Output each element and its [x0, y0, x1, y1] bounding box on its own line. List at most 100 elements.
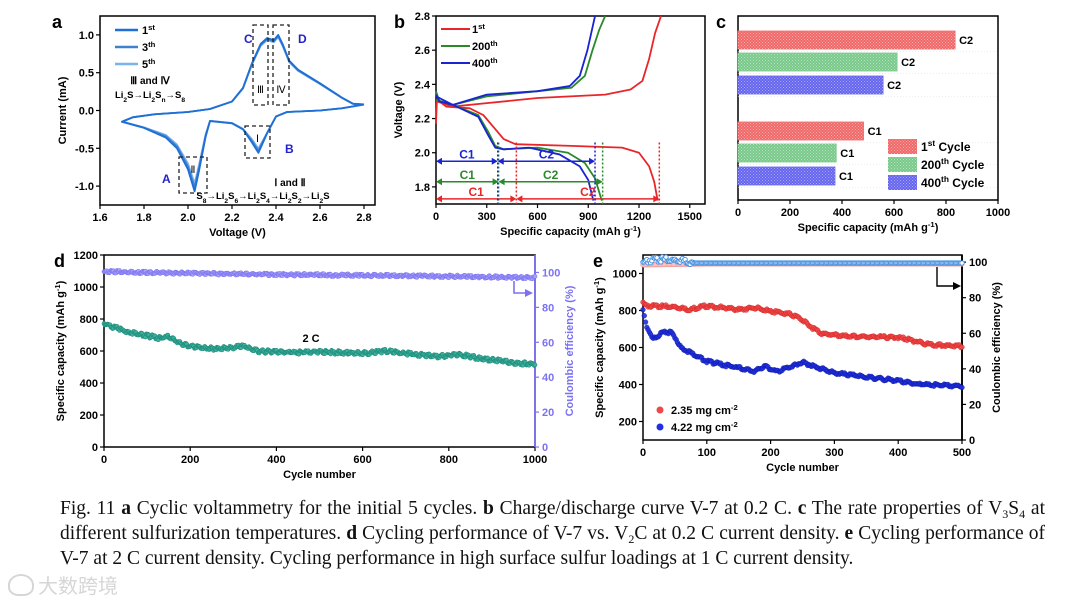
y-tick-label: 600 [80, 346, 98, 358]
capacity-point [959, 384, 965, 391]
chem-part: 2 [123, 97, 127, 104]
x-axis-title: Cycle number [283, 469, 356, 481]
peak-label: A [162, 172, 171, 186]
superscript: -2 [731, 403, 738, 412]
text-span: Specific capacity (mAh g [594, 288, 606, 418]
y2-tick-label: 20 [542, 407, 554, 419]
superscript: -1 [630, 224, 638, 233]
legend-marker [656, 423, 664, 431]
superscript: -1 [53, 284, 62, 292]
region-box [252, 24, 269, 106]
annotation-title: Ⅰ and Ⅱ [274, 178, 305, 189]
caption-panel-ref: e [844, 523, 854, 544]
region-label: C2 [539, 147, 555, 161]
panel-label: d [54, 251, 65, 271]
y-tick-label: 0 [92, 442, 98, 454]
caption-text: C at 0.2 C current density. [634, 523, 845, 544]
text-span: Cycle [949, 158, 985, 172]
superscript: st [148, 23, 155, 32]
region-label: C2 [543, 168, 559, 182]
arrowhead-icon [953, 282, 961, 290]
x-tick-label: 2.6 [312, 212, 327, 224]
chem-part: S [196, 191, 202, 202]
x-tick-label: 900 [579, 211, 597, 223]
caption-panel-ref: d [346, 523, 358, 544]
y2-tick-label: 100 [542, 267, 560, 279]
x-tick-label: 400 [267, 454, 285, 466]
x-tick-label: 400 [833, 207, 851, 219]
y-tick-label: 1000 [74, 282, 98, 294]
text-span: Cycle [949, 176, 985, 190]
region-label: C1 [459, 147, 475, 161]
chem-part: S [155, 90, 161, 101]
legend-label: 1st Cycle [921, 138, 971, 154]
caption-text: S [1008, 498, 1020, 519]
superscript: -1 [592, 280, 601, 288]
chem-part: →S [166, 90, 182, 101]
legend-label: 200th Cycle [921, 156, 985, 172]
y-tick-label: 1000 [613, 269, 637, 281]
chem-part: 2 [224, 198, 228, 205]
x-tick-label: 200 [761, 447, 779, 459]
capacity-point [642, 319, 649, 325]
text-span: 400 [921, 176, 941, 190]
chem-part: S [228, 191, 234, 202]
legend-label: 200th [472, 39, 498, 54]
chem-part: →Li [206, 191, 224, 202]
y-tick-label: -0.5 [75, 143, 94, 155]
caption-text: Fig. 11 [60, 498, 122, 519]
y-tick-label: 200 [619, 417, 637, 429]
x-tick-label: 0 [101, 454, 107, 466]
panel-label: e [593, 251, 603, 271]
chem-part: n [161, 97, 165, 104]
x-tick-label: 300 [825, 447, 843, 459]
y2-tick-label: 100 [969, 257, 987, 269]
y2-tick-label: 60 [542, 337, 554, 349]
y-tick-label: 400 [80, 378, 98, 390]
legend-label: 400th [472, 56, 498, 71]
y-tick-label: 200 [80, 410, 98, 422]
region-label: Ⅱ [191, 165, 196, 176]
bar-label: C2 [887, 80, 901, 92]
text-span: Specific capacity (mAh g [798, 222, 928, 234]
y-tick-label: 400 [619, 380, 637, 392]
reaction-text: Li2S→Li2Sn→S8 [115, 90, 185, 104]
efficiency-point [959, 260, 965, 266]
chem-part: →Li [238, 191, 256, 202]
y-tick-label: 1.8 [415, 182, 430, 194]
x-tick-label: 0 [735, 207, 741, 219]
chem-part: 2 [256, 198, 260, 205]
x-axis-title: Specific capacity (mAh g-1) [798, 220, 939, 235]
legend-label: 1st [472, 22, 485, 37]
x-tick-label: 600 [885, 207, 903, 219]
x-tick-label: 1200 [627, 211, 651, 223]
text-span: Cycle number [283, 469, 356, 481]
caption-text: Cycling performance of V-7 vs. V [357, 523, 629, 544]
y-tick-label: 2.6 [415, 45, 430, 57]
bar-hatch [738, 76, 884, 94]
chem-part: S→Li [127, 90, 151, 101]
text-span: ) [637, 226, 641, 238]
caption-panel-ref: a [121, 498, 131, 519]
panel-c-rate-bars: 0 200 400 600 800 1000 Specific capacity (mAh … [716, 12, 1010, 234]
legend-hatch [888, 139, 917, 154]
text-span: Cycle [935, 140, 971, 154]
x-axis-title: Specific capacity (mAh g-1) [500, 224, 641, 239]
legend-label: 2.35 mg cm-2 [671, 403, 738, 418]
x-tick-label: 0 [433, 211, 439, 223]
peak-label: D [298, 32, 307, 46]
x-axis-title: Cycle number [766, 462, 839, 474]
superscript: th [490, 39, 498, 48]
region-label: Ⅲ [257, 85, 264, 96]
x-tick-label: 100 [698, 447, 716, 459]
chem-part: →Li [270, 191, 288, 202]
legend-label: 400th Cycle [921, 174, 985, 190]
y-axis-title: Specific capacity (mAh g-1) [53, 280, 68, 421]
chem-part: 2 [151, 97, 155, 104]
x-tick-label: 1.8 [136, 212, 151, 224]
peak-label: C [244, 32, 253, 46]
region-label: C1 [460, 168, 476, 182]
reaction-text: S8→Li2S6→Li2S4→Li2S2→Li2S [196, 191, 329, 205]
superscript: -2 [731, 420, 738, 429]
